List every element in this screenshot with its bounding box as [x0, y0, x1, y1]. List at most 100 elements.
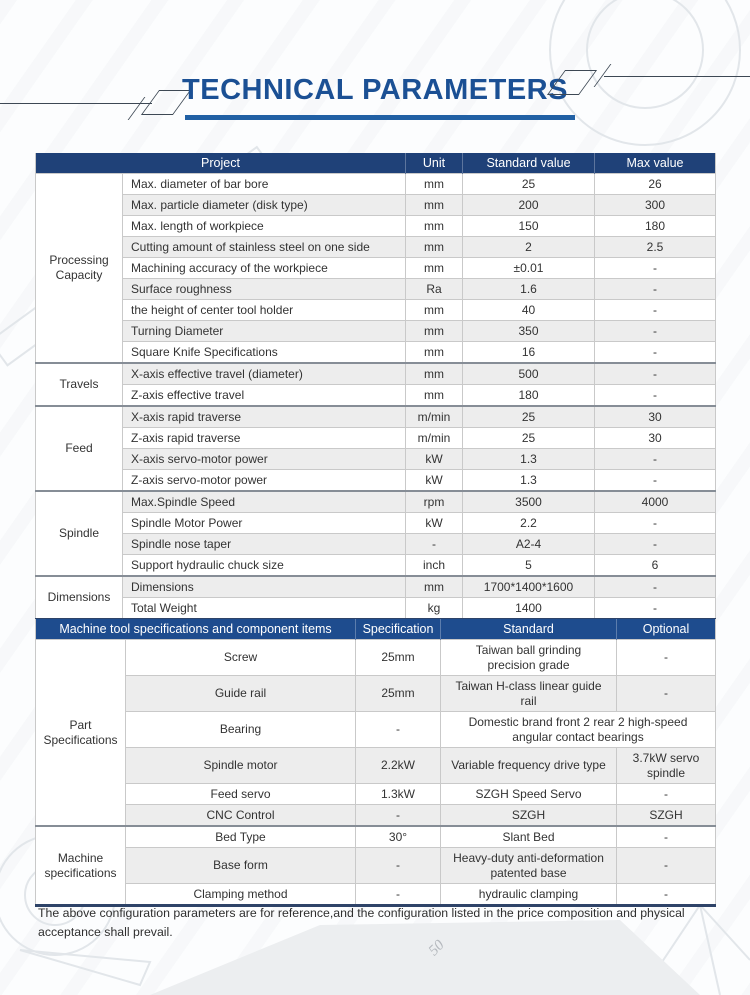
item-cell: Feed servo — [125, 783, 356, 805]
standard-value-cell: 1.3 — [462, 469, 595, 492]
unit-cell: mm — [405, 215, 463, 237]
sketch-panel — [150, 920, 700, 995]
column-header-specification: Specification — [355, 619, 441, 640]
item-cell: Max. particle diameter (disk type) — [122, 194, 406, 216]
standard-value-cell: 200 — [462, 194, 595, 216]
max-value-cell: - — [594, 575, 716, 598]
max-value-cell: 2.5 — [594, 236, 716, 258]
optional-cell: SZGH — [616, 804, 716, 827]
max-value-cell: 26 — [594, 173, 716, 195]
group-label-cell: Spindle — [35, 490, 123, 577]
group-label-cell: Part Specifications — [35, 639, 126, 827]
standard-value-cell: 2.2 — [462, 512, 595, 534]
group-label-cell: Machine specifications — [35, 825, 126, 906]
table-row: Processing Capacity Max. diameter of bar … — [35, 173, 716, 364]
optional-cell: - — [616, 825, 716, 848]
table-row: Bearing - Domestic brand front 2 rear 2 hi… — [36, 711, 716, 748]
standard-value-cell: 3500 — [462, 490, 595, 513]
unit-cell: mm — [405, 173, 463, 195]
max-value-cell: - — [594, 469, 716, 492]
table-row: Feed servo 1.3kW SZGH Speed Servo - — [36, 783, 716, 805]
group-label-cell: Processing Capacity — [35, 173, 123, 364]
table-row: Feed X-axis rapid traverse m/min 25 30 — [35, 405, 716, 492]
unit-cell: mm — [405, 362, 463, 385]
unit-cell: m/min — [405, 405, 463, 428]
standard-cell: Slant Bed — [440, 825, 617, 848]
item-cell: Max. diameter of bar bore — [122, 173, 406, 195]
max-value-cell: - — [594, 341, 716, 364]
item-cell: Spindle motor — [125, 747, 356, 784]
max-value-cell: 30 — [594, 427, 716, 449]
unit-cell: Ra — [405, 278, 463, 300]
table-row: Cutting amount of stainless steel on one… — [36, 236, 716, 258]
sketch-pencil — [19, 949, 152, 987]
table2-body: Part Specifications Screw 25mm Taiwan ball … — [35, 639, 716, 906]
table-row: Turning Diameter mm 350- — [36, 320, 716, 342]
sketch-circle — [549, 0, 741, 146]
unit-cell: mm — [405, 320, 463, 342]
specification-cell: 25mm — [355, 639, 441, 676]
column-header-standard: Standard — [440, 619, 617, 640]
max-value-cell: - — [594, 257, 716, 279]
item-cell: Turning Diameter — [122, 320, 406, 342]
table-row: Guide rail 25mm Taiwan H-class linear guid… — [36, 675, 716, 712]
technical-parameters-table: Project Unit Standard value Max value Pr… — [35, 153, 716, 621]
table-row: Z-axis rapid traverse m/min 25 30 — [36, 427, 716, 449]
table1-body: Processing Capacity Max. diameter of bar … — [35, 173, 716, 620]
column-header-machine-items: Machine tool specifications and componen… — [35, 619, 356, 640]
standard-cell: hydraulic clamping — [440, 883, 617, 906]
item-cell: X-axis effective travel (diameter) — [122, 362, 406, 385]
standard-cell: SZGH — [440, 804, 617, 827]
unit-cell: mm — [405, 257, 463, 279]
item-cell: Max. length of workpiece — [122, 215, 406, 237]
table-row: X-axis servo-motor power kW 1.3- — [36, 448, 716, 470]
table-row: Z-axis servo-motor power kW 1.3- — [36, 469, 716, 492]
standard-value-cell: A2-4 — [462, 533, 595, 555]
standard-value-cell: 40 — [462, 299, 595, 321]
optional-cell: - — [616, 675, 716, 712]
unit-cell: mm — [405, 575, 463, 598]
table-row: Spindle Max.Spindle Speed rpm 3500 4000 — [35, 490, 716, 577]
item-cell: Bed Type — [125, 825, 356, 848]
table-row: Surface roughness Ra 1.6- — [36, 278, 716, 300]
item-cell: CNC Control — [125, 804, 356, 827]
standard-cell: Taiwan ball grinding precision grade — [440, 639, 617, 676]
max-value-cell: - — [594, 448, 716, 470]
optional-cell: - — [616, 883, 716, 906]
column-header-optional: Optional — [616, 619, 716, 640]
max-value-cell: 300 — [594, 194, 716, 216]
standard-value-cell: ±0.01 — [462, 257, 595, 279]
item-cell: Clamping method — [125, 883, 356, 906]
standard-value-cell: 1.3 — [462, 448, 595, 470]
max-value-cell: 6 — [594, 554, 716, 577]
max-value-cell: - — [594, 299, 716, 321]
column-header-max-value: Max value — [594, 153, 716, 174]
item-cell: Spindle nose taper — [122, 533, 406, 555]
standard-value-cell: 1.6 — [462, 278, 595, 300]
table-row: Dimensions Dimensions mm 1700*1400*1600- — [35, 575, 716, 620]
unit-cell: mm — [405, 236, 463, 258]
item-cell: Screw — [125, 639, 356, 676]
group-label-cell: Travels — [35, 362, 123, 407]
footer-note: The above configuration parameters are f… — [38, 906, 685, 940]
unit-cell: mm — [405, 341, 463, 364]
item-cell: Bearing — [125, 711, 356, 748]
table-row: Spindle motor 2.2kW Variable frequency dri… — [36, 747, 716, 784]
standard-value-cell: 150 — [462, 215, 595, 237]
optional-cell: 3.7kW servo spindle — [616, 747, 716, 784]
max-value-cell: - — [594, 278, 716, 300]
group-label-cell: Feed — [35, 405, 123, 492]
max-value-cell: - — [594, 320, 716, 342]
standard-cell: Variable frequency drive type — [440, 747, 617, 784]
max-value-cell: 180 — [594, 215, 716, 237]
column-header-unit: Unit — [405, 153, 463, 174]
standard-cell: Domestic brand front 2 rear 2 high-speed… — [440, 711, 716, 748]
table2-header-row: Machine tool specifications and componen… — [35, 619, 716, 640]
standard-value-cell: 1700*1400*1600 — [462, 575, 595, 598]
item-cell: the height of center tool holder — [122, 299, 406, 321]
title-underline — [185, 115, 575, 120]
standard-value-cell: 25 — [462, 405, 595, 428]
unit-cell: kW — [405, 512, 463, 534]
table-row: Base form - Heavy-duty anti-deformation pa… — [36, 847, 716, 884]
